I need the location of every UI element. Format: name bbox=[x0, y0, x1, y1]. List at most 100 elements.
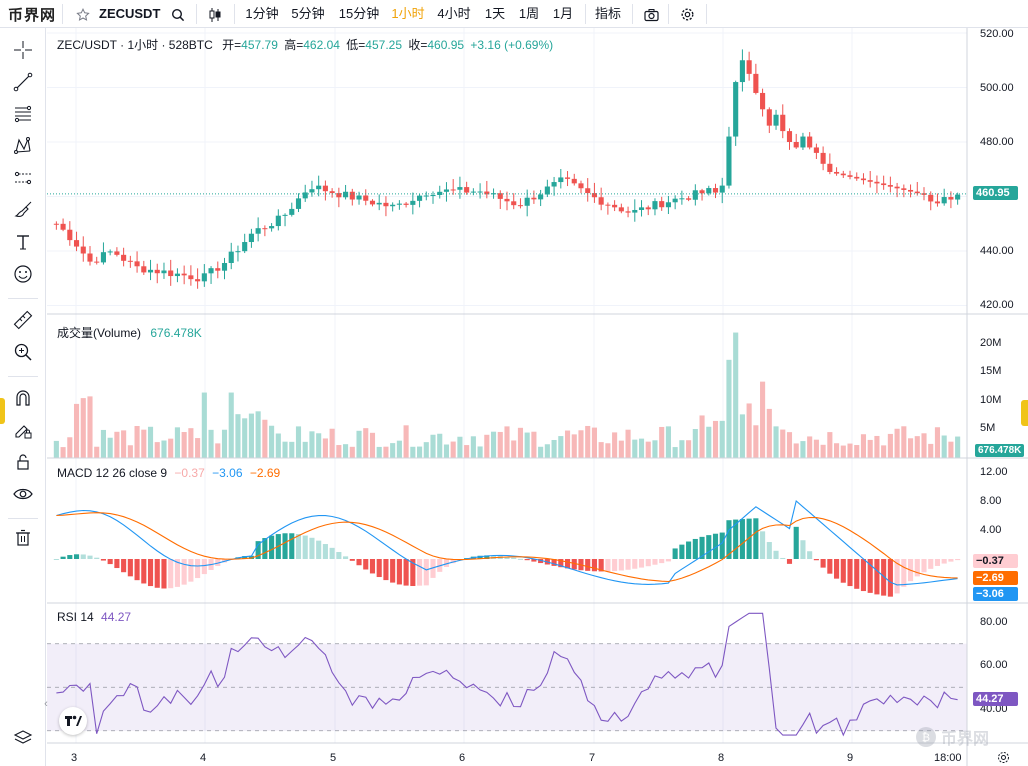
macd-histogram-bar bbox=[558, 559, 564, 568]
search-icon[interactable] bbox=[168, 0, 188, 28]
left-collapse-handle[interactable] bbox=[0, 398, 5, 424]
candle-body bbox=[316, 185, 322, 190]
right-collapse-handle[interactable] bbox=[1021, 400, 1028, 426]
candle-body bbox=[928, 194, 934, 202]
volume-bar bbox=[907, 438, 914, 458]
open-value: 457.79 bbox=[241, 38, 278, 52]
candle-body bbox=[161, 270, 167, 274]
volume-bar bbox=[484, 434, 490, 458]
macd-histogram-bar bbox=[53, 559, 59, 560]
volume-bar bbox=[269, 425, 275, 458]
candle-body bbox=[746, 60, 752, 74]
candle-body bbox=[282, 214, 288, 216]
magnet-icon[interactable] bbox=[9, 384, 37, 412]
macd-histogram-bar bbox=[282, 533, 288, 559]
site-logo[interactable]: 币界网 bbox=[8, 6, 57, 24]
toolbar-divider bbox=[196, 4, 197, 24]
candle-body bbox=[618, 207, 624, 212]
emoji-icon[interactable] bbox=[9, 260, 37, 288]
macd-histogram-bar bbox=[665, 559, 671, 562]
lock-pencil-icon[interactable] bbox=[9, 416, 37, 444]
tradingview-logo[interactable] bbox=[59, 707, 87, 735]
candle-body bbox=[396, 203, 402, 205]
candle-body bbox=[773, 114, 779, 126]
fib-icon[interactable] bbox=[9, 100, 37, 128]
candle-body bbox=[248, 233, 254, 243]
volume-bar bbox=[686, 440, 692, 458]
volume-bar bbox=[605, 443, 611, 458]
interval-1m[interactable]: 1分钟 bbox=[245, 6, 279, 21]
layers-icon[interactable] bbox=[9, 724, 37, 752]
pane-collapse-arrow[interactable]: ‹ bbox=[44, 698, 48, 710]
trash-icon[interactable] bbox=[9, 524, 37, 552]
macd-histogram-bar bbox=[443, 559, 450, 567]
macd-histogram-bar bbox=[719, 532, 725, 559]
gear-icon[interactable] bbox=[676, 0, 698, 28]
macd-histogram-bar bbox=[484, 555, 490, 559]
interval-1h[interactable]: 1小时 bbox=[391, 6, 425, 21]
interval-1mo[interactable]: 1月 bbox=[552, 6, 574, 21]
volume-bar bbox=[921, 433, 927, 458]
drawing-toolbar bbox=[0, 28, 46, 766]
interval-4h[interactable]: 4小时 bbox=[437, 6, 471, 21]
volume-bar bbox=[632, 439, 638, 458]
trend-line-icon[interactable] bbox=[9, 68, 37, 96]
interval-15m[interactable]: 15分钟 bbox=[338, 6, 380, 21]
candle-body bbox=[706, 188, 712, 194]
volume-bar bbox=[955, 436, 961, 458]
time-label: 4 bbox=[200, 752, 207, 764]
candle-body bbox=[887, 185, 893, 187]
candle-body bbox=[295, 198, 302, 209]
crosshair-icon[interactable] bbox=[9, 36, 37, 64]
volume-bar bbox=[854, 445, 860, 458]
lock-icon[interactable] bbox=[9, 448, 37, 476]
volume-bar bbox=[901, 426, 907, 458]
candle-body bbox=[356, 195, 362, 200]
rsi-band bbox=[47, 643, 967, 732]
text-icon[interactable] bbox=[9, 228, 37, 256]
top-toolbar: 币界网 ZECUSDT 1分钟 5分钟 15分钟 1小时 4小时 1天 1周 1… bbox=[0, 0, 1028, 28]
candle-body bbox=[437, 191, 443, 195]
interval-1d[interactable]: 1天 bbox=[484, 6, 506, 21]
candle-body bbox=[638, 207, 645, 210]
time-label: 8 bbox=[718, 752, 725, 764]
interval-1w[interactable]: 1周 bbox=[518, 6, 540, 21]
volume-bar bbox=[652, 440, 658, 458]
volume-bar bbox=[591, 427, 597, 458]
chart-area[interactable]: ZEC/USDT · 1小时 · 528BTC 开=457.79 高=462.0… bbox=[44, 28, 1028, 766]
close-value: 460.95 bbox=[427, 38, 465, 52]
candles-icon[interactable] bbox=[204, 0, 226, 28]
volume-bar bbox=[470, 436, 476, 458]
candle-body bbox=[820, 152, 826, 164]
star-icon[interactable] bbox=[72, 0, 94, 28]
volume-bar bbox=[585, 425, 591, 458]
brush-icon[interactable] bbox=[9, 196, 37, 224]
symbol-name[interactable]: ZECUSDT bbox=[99, 6, 161, 21]
macd-histogram-bar bbox=[834, 559, 840, 579]
chart-canvas[interactable] bbox=[47, 28, 1028, 766]
volume-bar bbox=[208, 429, 214, 458]
toolbar-divider bbox=[8, 376, 38, 377]
candle-body bbox=[726, 136, 732, 186]
eye-icon[interactable] bbox=[9, 480, 37, 508]
volume-bar bbox=[840, 445, 846, 458]
macd-histogram-bar bbox=[766, 542, 772, 559]
prediction-icon[interactable] bbox=[9, 164, 37, 192]
interval-5m[interactable]: 5分钟 bbox=[291, 6, 325, 21]
settings-corner-icon[interactable] bbox=[997, 751, 1011, 765]
camera-icon[interactable] bbox=[640, 0, 662, 28]
macd-histogram-bar bbox=[538, 559, 544, 564]
candle-body bbox=[87, 253, 93, 262]
ruler-icon[interactable] bbox=[9, 306, 37, 334]
macd-histogram-bar bbox=[517, 558, 524, 560]
candle-body bbox=[343, 191, 349, 198]
candle-body bbox=[430, 194, 436, 196]
volume-bar bbox=[490, 431, 497, 458]
volume-bar bbox=[531, 431, 537, 458]
volume-bar bbox=[73, 403, 80, 458]
pattern-icon[interactable] bbox=[9, 132, 37, 160]
rsi-line bbox=[56, 612, 958, 737]
macd-histogram-bar bbox=[800, 540, 806, 559]
indicators-button[interactable]: 指标 bbox=[594, 6, 621, 21]
zoom-icon[interactable] bbox=[9, 338, 37, 366]
